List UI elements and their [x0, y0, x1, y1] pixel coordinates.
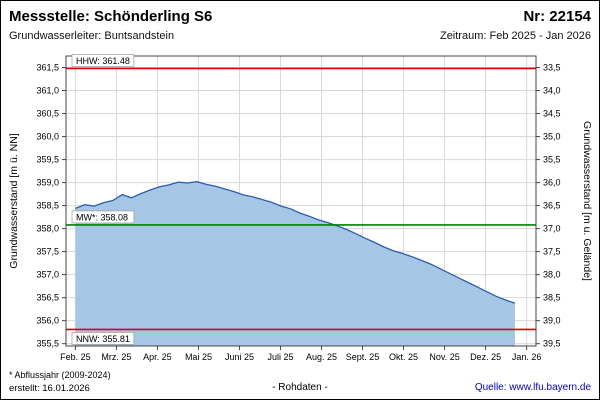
svg-text:Juli 25: Juli 25: [267, 352, 293, 362]
svg-text:37,5: 37,5: [543, 247, 561, 257]
svg-text:357,5: 357,5: [36, 247, 59, 257]
created-date: erstellt: 16.01.2026: [9, 383, 90, 394]
svg-text:38,5: 38,5: [543, 293, 561, 303]
svg-text:355,5: 355,5: [36, 339, 59, 349]
svg-text:Sept. 25: Sept. 25: [346, 352, 380, 362]
subheader: Grundwasserleiter: Buntsandstein Zeitrau…: [9, 28, 591, 43]
svg-text:356,5: 356,5: [36, 293, 59, 303]
svg-text:MW*: 358.08: MW*: 358.08: [76, 212, 128, 222]
svg-text:Okt. 25: Okt. 25: [389, 352, 418, 362]
svg-text:Mrz. 25: Mrz. 25: [101, 352, 131, 362]
svg-text:34,0: 34,0: [543, 86, 561, 96]
svg-text:361,5: 361,5: [36, 63, 59, 73]
svg-text:Aug. 25: Aug. 25: [306, 352, 337, 362]
svg-text:Nov. 25: Nov. 25: [429, 352, 459, 362]
svg-text:Grundwasserstand [m ü. NN]: Grundwasserstand [m ü. NN]: [8, 133, 20, 268]
svg-text:Jan. 26: Jan. 26: [512, 352, 542, 362]
svg-text:37,0: 37,0: [543, 224, 561, 234]
svg-text:361,0: 361,0: [36, 86, 59, 96]
svg-text:Juni 25: Juni 25: [225, 352, 254, 362]
svg-text:359,0: 359,0: [36, 178, 59, 188]
svg-text:36,5: 36,5: [543, 201, 561, 211]
svg-text:Dez. 25: Dez. 25: [470, 352, 501, 362]
svg-text:HHW: 361.48: HHW: 361.48: [76, 56, 130, 66]
svg-text:360,5: 360,5: [36, 109, 59, 119]
header: Messstelle: Schönderling S6 Nr: 22154: [9, 6, 591, 26]
svg-text:36,0: 36,0: [543, 178, 561, 188]
svg-text:356,0: 356,0: [36, 316, 59, 326]
svg-text:39,0: 39,0: [543, 316, 561, 326]
svg-text:39,5: 39,5: [543, 339, 561, 349]
svg-text:Grundwasserstand [m u. Gelände: Grundwasserstand [m u. Gelände]: [581, 121, 593, 281]
station-number: Nr: 22154: [523, 7, 591, 25]
abflussjahr-note: * Abflussjahr (2009-2024): [9, 370, 111, 380]
svg-text:358,0: 358,0: [36, 224, 59, 234]
svg-text:Apr. 25: Apr. 25: [143, 352, 172, 362]
svg-text:34,5: 34,5: [543, 109, 561, 119]
svg-text:35,0: 35,0: [543, 132, 561, 142]
svg-text:Mai 25: Mai 25: [185, 352, 212, 362]
rohdaten-label: - Rohdaten -: [272, 382, 328, 393]
svg-text:360,0: 360,0: [36, 132, 59, 142]
svg-text:NNW: 355.81: NNW: 355.81: [76, 334, 130, 344]
svg-text:Feb. 25: Feb. 25: [60, 352, 91, 362]
svg-text:33,5: 33,5: [543, 63, 561, 73]
aquifer-label: Grundwasserleiter: Buntsandstein: [9, 29, 175, 42]
svg-text:38,0: 38,0: [543, 270, 561, 280]
svg-text:358,5: 358,5: [36, 201, 59, 211]
source-link[interactable]: Quelle: www.lfu.bayern.de: [474, 382, 591, 393]
svg-text:357,0: 357,0: [36, 270, 59, 280]
period-label: Zeitraum: Feb 2025 - Jan 2026: [439, 29, 591, 42]
svg-text:35,5: 35,5: [543, 155, 561, 165]
station-title: Messstelle: Schönderling S6: [9, 7, 213, 25]
svg-text:359,5: 359,5: [36, 155, 59, 165]
